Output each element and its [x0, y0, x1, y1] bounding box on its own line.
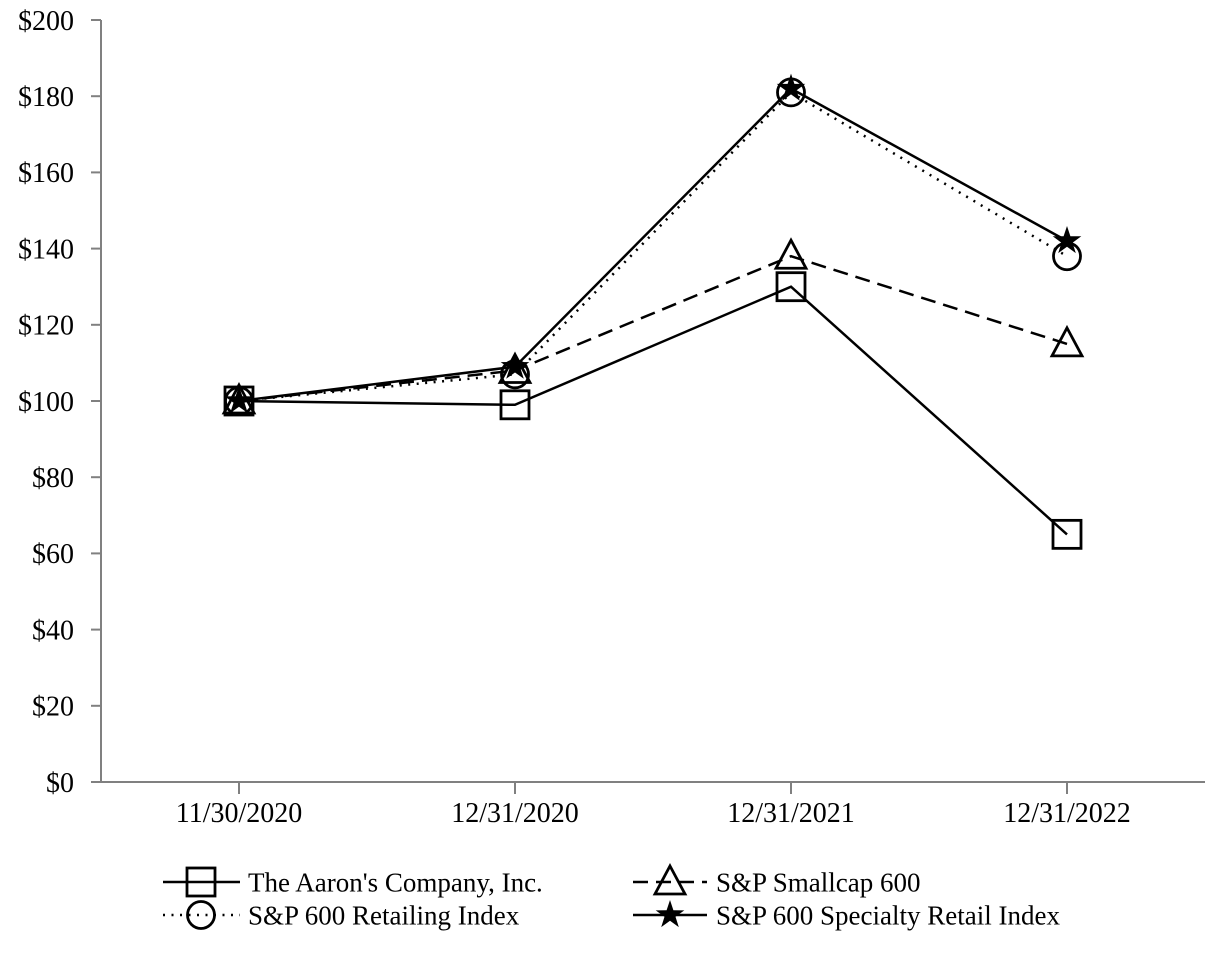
series-line-s-p-600-retailing-index [238, 90, 1068, 403]
series-markers-s-p-600-retailing-index [224, 77, 1082, 416]
series-s-p-smallcap-600 [238, 254, 1068, 403]
legend-label: S&P 600 Retailing Index [248, 900, 520, 930]
series-line-s-p-600-specialty-retail-index [238, 87, 1068, 403]
series-markers-s-p-600-specialty-retail-index [224, 73, 1082, 414]
triangle-marker [652, 863, 688, 896]
y-tick-label: $20 [32, 692, 74, 723]
y-tick-label: $80 [32, 463, 74, 494]
square-marker [499, 389, 531, 421]
y-tick-label: $160 [18, 158, 74, 189]
series-s-p-600-retailing-index [238, 90, 1068, 403]
x-tick-label: 12/31/2022 [1003, 798, 1131, 829]
star-marker [655, 900, 685, 928]
y-tick-label: $180 [18, 82, 74, 113]
legend-item-the-aaron-s-company-inc: The Aaron's Company, Inc. [163, 866, 543, 898]
legend-item-s-p-600-specialty-retail-index: S&P 600 Specialty Retail Index [633, 900, 1060, 930]
legend-item-s-p-smallcap-600: S&P Smallcap 600 [633, 863, 921, 897]
y-tick-label: $0 [46, 768, 74, 799]
legend-item-s-p-600-retailing-index: S&P 600 Retailing Index [163, 900, 520, 930]
legend-label: The Aaron's Company, Inc. [248, 867, 543, 897]
square-marker [185, 866, 217, 898]
x-tick-label: 12/31/2020 [451, 798, 579, 829]
star-marker [224, 386, 254, 414]
star-marker [500, 351, 530, 379]
star-marker [1052, 226, 1082, 254]
legend: The Aaron's Company, Inc. S&P Smallcap 60… [163, 863, 1060, 930]
y-tick-label: $140 [18, 234, 74, 265]
triangle-marker [773, 237, 809, 270]
series-the-aaron-s-company-inc [238, 285, 1068, 536]
y-tick-label: $60 [32, 539, 74, 570]
y-tick-label: $40 [32, 615, 74, 646]
series-line-s-p-smallcap-600 [238, 254, 1068, 403]
square-marker [775, 271, 807, 303]
square-marker [1051, 518, 1083, 550]
legend-label: S&P 600 Specialty Retail Index [716, 900, 1060, 930]
y-tick-label: $200 [18, 6, 74, 37]
star-marker [776, 73, 806, 101]
x-tick-label: 12/31/2021 [727, 798, 855, 829]
series-s-p-600-specialty-retail-index [238, 87, 1068, 403]
legend-label: S&P Smallcap 600 [716, 867, 921, 897]
circle-marker [186, 900, 216, 930]
series-line-the-aaron-s-company-inc [238, 285, 1068, 536]
triangle-marker [497, 351, 533, 384]
x-tick-label: 11/30/2020 [176, 798, 303, 829]
triangle-marker [1049, 324, 1085, 358]
y-tick-label: $120 [18, 311, 74, 342]
y-tick-label: $100 [18, 387, 74, 418]
